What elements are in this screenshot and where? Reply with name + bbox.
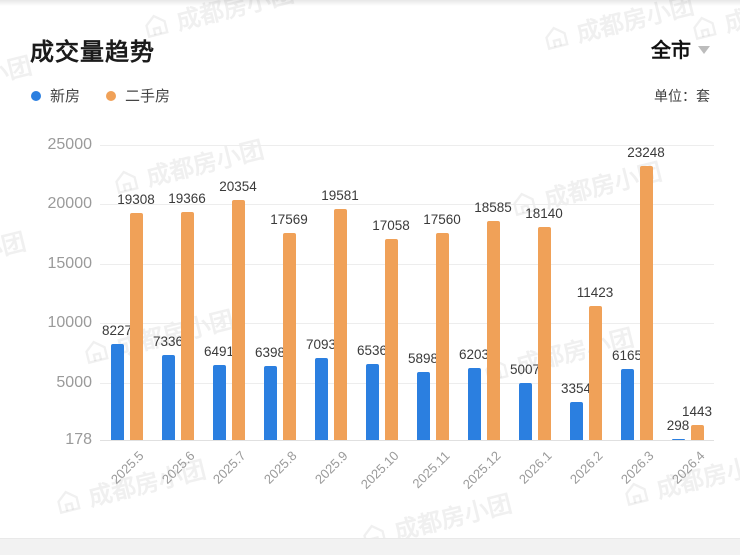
bar-secondhand-2026.4[interactable] [690, 424, 704, 440]
bar-secondhand-2026.1[interactable] [537, 226, 551, 440]
bar-value-label: 19308 [117, 191, 155, 207]
bar-value-label: 11423 [576, 285, 614, 301]
gridline [100, 323, 714, 325]
bar-value-label: 298 [666, 417, 690, 433]
bar-secondhand-2025.7[interactable] [231, 200, 245, 440]
bar-value-label: 1443 [681, 403, 713, 419]
bar-value-label: 6491 [203, 343, 235, 359]
bar-secondhand-2025.9[interactable] [333, 209, 347, 440]
bar-value-label: 17569 [270, 212, 308, 228]
bar-secondhand-2025.11[interactable] [435, 233, 449, 440]
bar-new-2025.9[interactable] [314, 357, 328, 440]
city-scope-dropdown[interactable]: 全市 [651, 34, 710, 63]
bar-new-2025.6[interactable] [161, 354, 175, 440]
y-axis-tick-label: 10000 [47, 314, 93, 332]
gridline [100, 145, 714, 146]
bar-secondhand-2025.12[interactable] [486, 221, 500, 440]
legend-item-new-homes[interactable]: 新房 [31, 85, 80, 106]
bar-new-2025.7[interactable] [212, 364, 226, 440]
bar-value-label: 3354 [560, 381, 592, 397]
legend-dot-icon [31, 90, 41, 101]
bar-new-2026.2[interactable] [569, 402, 583, 440]
bar-new-2025.11[interactable] [416, 372, 430, 440]
bar-new-2025.8[interactable] [263, 366, 277, 440]
legend-item-secondhand-homes[interactable]: 二手房 [106, 85, 170, 106]
bar-value-label: 17058 [372, 218, 410, 234]
y-axis-tick-label: 5000 [56, 373, 92, 391]
bar-value-label: 18585 [474, 200, 512, 216]
bar-value-label: 19366 [168, 190, 206, 206]
legend-dot-icon [106, 90, 117, 101]
bar-value-label: 6203 [458, 347, 490, 363]
unit-label: 单位：套 [654, 88, 710, 104]
bar-new-2025.10[interactable] [365, 364, 379, 440]
legend-label: 二手房 [125, 88, 171, 105]
bar-value-label: 18140 [525, 205, 563, 221]
bar-value-label: 8227 [101, 323, 133, 339]
page-background-strip [0, 538, 740, 555]
bar-secondhand-2025.6[interactable] [180, 211, 194, 440]
y-axis-tick-label: 178 [65, 431, 92, 448]
page-title: 成交量趋势 [30, 39, 155, 66]
bar-secondhand-2026.3[interactable] [639, 165, 653, 440]
bar-secondhand-2025.5[interactable] [129, 212, 143, 440]
city-scope-value: 全市 [651, 40, 691, 62]
bar-secondhand-2026.2[interactable] [588, 306, 602, 440]
bar-value-label: 5898 [407, 351, 439, 367]
legend-label: 新房 [50, 88, 81, 105]
y-axis-tick-label: 20000 [47, 195, 93, 213]
gridline [100, 263, 714, 265]
bar-new-2026.3[interactable] [620, 368, 634, 440]
bar-secondhand-2025.8[interactable] [282, 233, 296, 440]
bar-value-label: 17560 [423, 212, 461, 228]
bar-new-2025.12[interactable] [467, 368, 481, 440]
bar-value-label: 20354 [219, 179, 257, 195]
bar-value-label: 5007 [509, 361, 541, 377]
gridline [100, 204, 714, 206]
bar-value-label: 7336 [152, 333, 184, 349]
bar-new-2026.1[interactable] [518, 382, 532, 440]
bar-value-label: 7093 [305, 336, 337, 352]
y-axis-tick-label: 15000 [47, 254, 93, 272]
bar-value-label: 19581 [321, 188, 359, 204]
x-axis-line [100, 440, 714, 441]
bar-value-label: 23248 [627, 144, 665, 160]
bar-secondhand-2025.10[interactable] [384, 239, 398, 440]
gridline [100, 382, 714, 384]
bar-new-2026.4[interactable] [671, 438, 685, 440]
bar-value-label: 6165 [611, 347, 643, 363]
bar-value-label: 6536 [356, 343, 388, 359]
y-axis-tick-label: 25000 [47, 136, 93, 153]
chart-legend: 新房 二手房 [31, 85, 170, 106]
bar-new-2025.5[interactable] [110, 344, 124, 440]
chevron-down-icon [698, 46, 710, 54]
bar-value-label: 6398 [254, 345, 286, 361]
